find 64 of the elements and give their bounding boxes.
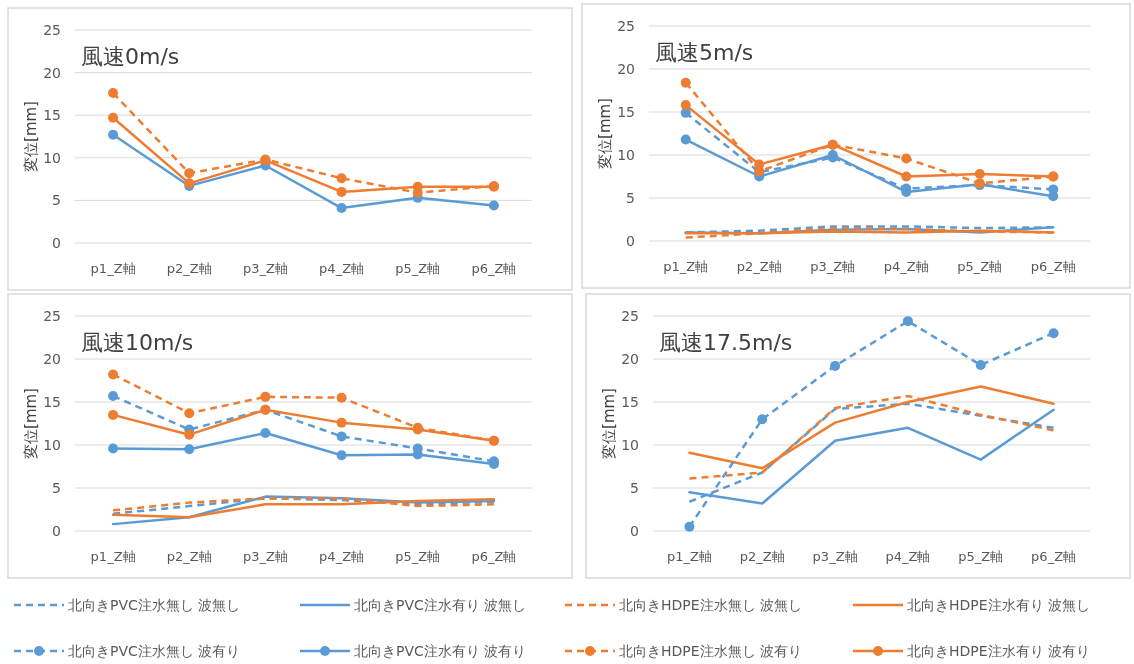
y-tick-label: 20 xyxy=(43,64,61,81)
y-tick-label: 10 xyxy=(617,147,635,163)
x-tick-label: p5_Z軸 xyxy=(958,549,1004,564)
x-tick-label: p5_Z軸 xyxy=(395,261,441,276)
y-tick-label: 15 xyxy=(43,107,61,124)
x-tick-label: p5_Z軸 xyxy=(957,259,1003,274)
x-tick-label: p6_Z軸 xyxy=(1030,259,1076,274)
x-tick-label: p2_Z軸 xyxy=(736,259,782,274)
legend-label: 北向きHDPE注水無し 波無し xyxy=(619,597,803,613)
y-axis-title: 変位[mm] xyxy=(600,388,618,459)
y-tick-label: 15 xyxy=(43,394,61,410)
x-tick-label: p5_Z軸 xyxy=(395,549,441,564)
y-tick-label: 0 xyxy=(52,523,61,539)
legend-label: 北向きPVC注水無し 波無し xyxy=(68,597,241,613)
y-tick-label: 20 xyxy=(43,351,61,367)
y-tick-label: 0 xyxy=(630,523,639,539)
x-tick-label: p3_Z軸 xyxy=(242,549,288,564)
text: 風速10m/s xyxy=(81,330,194,355)
x-tick-label: p1_Z軸 xyxy=(90,261,136,276)
y-tick-label: 20 xyxy=(621,351,639,367)
y-tick-label: 15 xyxy=(617,104,635,120)
x-tick-label: p6_Z軸 xyxy=(471,261,517,276)
x-tick-label: p2_Z軸 xyxy=(166,549,212,564)
y-tick-label: 10 xyxy=(621,437,639,453)
x-tick-label: p1_Z軸 xyxy=(90,549,136,564)
y-tick-label: 25 xyxy=(621,308,639,324)
y-tick-label: 25 xyxy=(617,18,635,34)
y-tick-label: 5 xyxy=(52,192,61,209)
legend-label: 北向きHDPE注水有り 波無し xyxy=(907,597,1091,613)
y-tick-label: 10 xyxy=(43,437,61,453)
y-tick-label: 20 xyxy=(617,61,635,77)
y-tick-label: 15 xyxy=(621,394,639,410)
legend-label: 北向きPVC注水有り 波無し xyxy=(354,597,527,613)
x-tick-label: p4_Z軸 xyxy=(883,259,929,274)
x-tick-label: p1_Z軸 xyxy=(663,259,709,274)
x-tick-label: p4_Z軸 xyxy=(319,261,365,276)
x-tick-label: p6_Z軸 xyxy=(1031,549,1077,564)
y-tick-label: 25 xyxy=(43,22,61,38)
y-tick-label: 5 xyxy=(626,190,635,206)
x-tick-label: p3_Z軸 xyxy=(242,261,288,276)
y-tick-label: 25 xyxy=(43,308,61,324)
y-tick-label: 10 xyxy=(43,149,61,166)
y-tick-label: 5 xyxy=(630,480,639,496)
x-tick-label: p2_Z軸 xyxy=(166,261,212,276)
y-tick-label: 0 xyxy=(52,235,61,251)
legend-label: 北向きHDPE注水有り 波有り xyxy=(907,643,1091,659)
y-axis-title: 変位[mm] xyxy=(596,98,614,169)
y-tick-label: 5 xyxy=(52,480,61,496)
y-tick-label: 0 xyxy=(626,233,635,249)
y-axis-title: 変位[mm] xyxy=(22,388,40,459)
x-tick-label: p2_Z軸 xyxy=(739,549,785,564)
text: 風速17.5m/s xyxy=(659,330,793,355)
x-tick-label: p4_Z軸 xyxy=(319,549,365,564)
x-tick-label: p3_Z軸 xyxy=(810,259,856,274)
x-tick-label: p6_Z軸 xyxy=(471,549,517,564)
legend-label: 北向きPVC注水無し 波有り xyxy=(68,643,241,659)
text: 風速0m/s xyxy=(81,44,180,69)
legend-label: 北向きHDPE注水無し 波有り xyxy=(619,643,803,659)
text: 風速5m/s xyxy=(655,40,754,65)
x-tick-label: p3_Z軸 xyxy=(812,549,858,564)
y-axis-title: 変位[mm] xyxy=(22,101,40,172)
legend-label: 北向きPVC注水有り 波有り xyxy=(354,643,527,659)
x-tick-label: p4_Z軸 xyxy=(885,549,931,564)
x-tick-label: p1_Z軸 xyxy=(666,549,712,564)
